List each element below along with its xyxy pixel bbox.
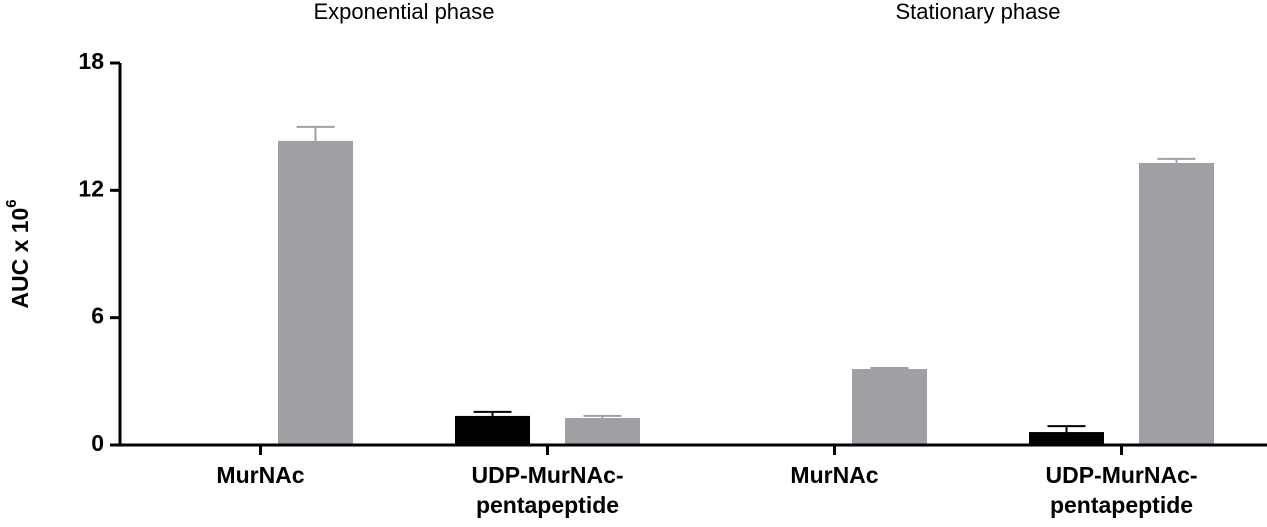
x-tick-line: MurNAc [790, 462, 878, 488]
x-tick-label: MurNAc [790, 462, 878, 488]
bar [278, 140, 353, 445]
x-tick-line: MurNAc [216, 462, 304, 488]
group-label: Stationary phase [895, 0, 1060, 24]
x-tick-line: pentapeptide [476, 492, 619, 518]
x-tick-label: UDP-MurNAc-pentapeptide [471, 462, 623, 518]
y-axis-label: AUC x 10 [7, 208, 33, 309]
y-tick-label: 12 [78, 175, 104, 201]
error-bar [296, 125, 335, 141]
x-tick-line: UDP-MurNAc- [1045, 462, 1197, 488]
y-tick-label: 18 [78, 48, 104, 74]
error-bar [1157, 157, 1196, 163]
x-tick-line: pentapeptide [1050, 492, 1193, 518]
x-tick-label: MurNAc [216, 462, 304, 488]
y-tick-label: 6 [91, 303, 104, 329]
x-tick-label: UDP-MurNAc-pentapeptide [1045, 462, 1197, 518]
error-bar [473, 410, 512, 416]
error-bar [870, 366, 909, 370]
error-bar [1047, 425, 1086, 433]
bar [1029, 432, 1104, 445]
group-label: Exponential phase [313, 0, 494, 24]
bar [455, 415, 530, 445]
y-tick-label: 0 [91, 430, 104, 456]
bar [565, 418, 640, 445]
error-bar [583, 414, 622, 419]
bar [852, 369, 927, 445]
bar [1139, 162, 1214, 445]
x-tick-line: UDP-MurNAc- [471, 462, 623, 488]
y-axis-superscript: 6 [3, 199, 20, 207]
y-axis-title: AUC x 106 [3, 199, 33, 308]
